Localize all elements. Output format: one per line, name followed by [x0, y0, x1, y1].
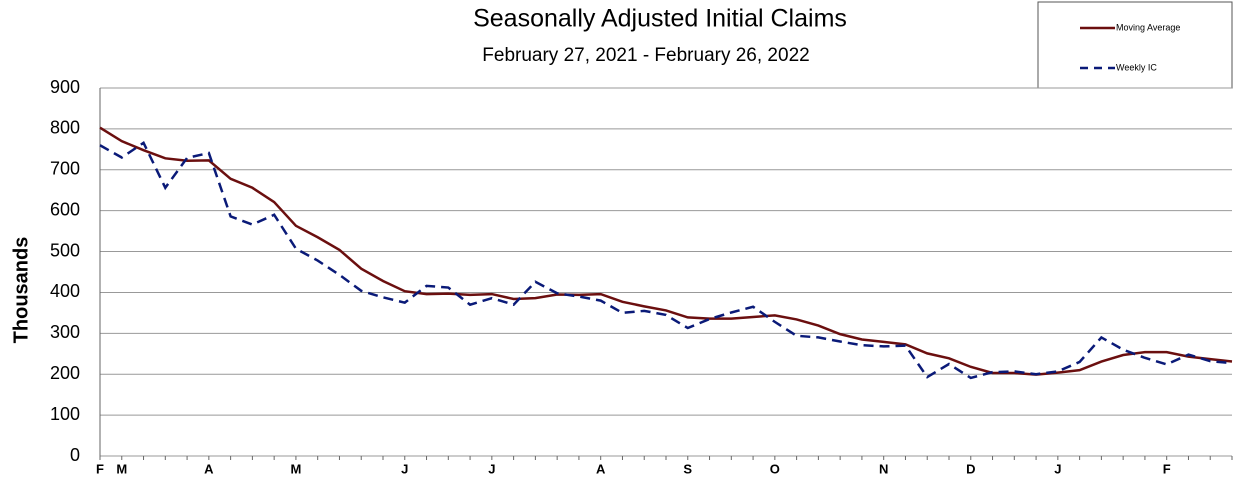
x-tick-label: F [96, 461, 104, 476]
x-tick-label: A [596, 461, 606, 476]
y-tick-label: 100 [50, 404, 80, 424]
x-tick-label: A [204, 461, 214, 476]
y-axis-label: Thousands [10, 237, 32, 344]
y-tick-label: 300 [50, 322, 80, 342]
legend-box [1037, 1, 1233, 89]
y-tick-label: 400 [50, 281, 80, 301]
x-tick-label: M [116, 461, 127, 476]
x-tick-label: J [1054, 461, 1061, 476]
y-tick-label: 0 [70, 445, 80, 465]
series-line [99, 126, 1233, 376]
y-tick-label: 700 [50, 159, 80, 179]
x-tick-label: M [291, 461, 302, 476]
x-tick-label: N [879, 461, 888, 476]
y-tick-label: 900 [50, 77, 80, 97]
legend-label: Moving Average [1116, 22, 1180, 32]
x-tick-label: F [1163, 461, 1171, 476]
y-tick-label: 500 [50, 240, 80, 260]
x-tick-label: J [488, 461, 495, 476]
y-tick-label: 800 [50, 118, 80, 138]
y-tick-label: 600 [50, 199, 80, 219]
series-line [99, 140, 1233, 380]
x-tick-label: D [966, 461, 975, 476]
legend-label: Weekly IC [1116, 62, 1157, 72]
y-tick-label: 200 [50, 363, 80, 383]
x-tick-label: S [683, 461, 692, 476]
x-tick-label: J [401, 461, 408, 476]
chart-subtitle: February 27, 2021 - February 26, 2022 [482, 45, 809, 66]
chart-title: Seasonally Adjusted Initial Claims [473, 5, 847, 33]
x-tick-label: O [770, 461, 780, 476]
